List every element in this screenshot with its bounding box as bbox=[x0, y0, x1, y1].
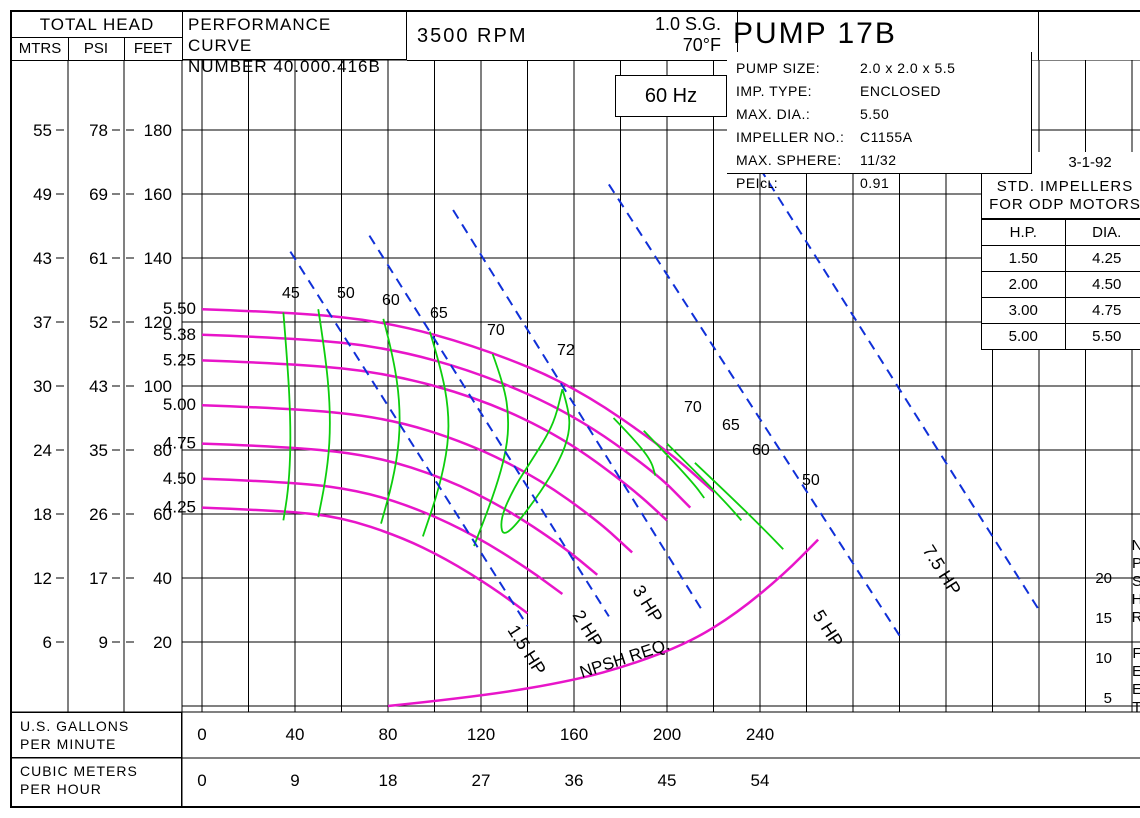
svg-text:4.75: 4.75 bbox=[163, 434, 196, 453]
svg-text:160: 160 bbox=[144, 185, 172, 204]
svg-text:T: T bbox=[1132, 699, 1140, 716]
svg-text:43: 43 bbox=[89, 377, 108, 396]
svg-text:26: 26 bbox=[89, 505, 108, 524]
header-date: 3-1-92 bbox=[1032, 152, 1140, 175]
svg-text:54: 54 bbox=[751, 771, 770, 790]
specs-table: PUMP SIZE:2.0 x 2.0 x 5.5IMP. TYPE:ENCLO… bbox=[733, 56, 958, 196]
svg-text:70: 70 bbox=[684, 399, 702, 416]
svg-text:S: S bbox=[1132, 573, 1140, 590]
svg-text:35: 35 bbox=[89, 441, 108, 460]
svg-text:100: 100 bbox=[144, 377, 172, 396]
svg-text:9: 9 bbox=[290, 771, 299, 790]
svg-text:4.25: 4.25 bbox=[163, 498, 196, 517]
svg-text:50: 50 bbox=[802, 472, 820, 489]
svg-text:55: 55 bbox=[33, 121, 52, 140]
svg-text:1.5 HP: 1.5 HP bbox=[504, 621, 550, 678]
svg-text:18: 18 bbox=[33, 505, 52, 524]
svg-text:20: 20 bbox=[153, 633, 172, 652]
svg-text:50: 50 bbox=[337, 285, 355, 302]
svg-text:H: H bbox=[1132, 591, 1140, 608]
sg-line1: 1.0 S.G. bbox=[612, 14, 721, 35]
svg-text:60: 60 bbox=[382, 292, 400, 309]
svg-text:0: 0 bbox=[197, 725, 206, 744]
header-performance: PERFORMANCE CURVE NUMBER 40.000.416B bbox=[182, 12, 407, 60]
svg-text:60: 60 bbox=[752, 442, 770, 459]
svg-text:200: 200 bbox=[653, 725, 681, 744]
svg-text:E: E bbox=[1132, 663, 1140, 680]
svg-text:24: 24 bbox=[33, 441, 52, 460]
svg-text:E: E bbox=[1132, 681, 1140, 698]
svg-text:12: 12 bbox=[33, 569, 52, 588]
header-sg: 1.0 S.G. 70°F bbox=[612, 12, 727, 60]
header-mtrs: MTRS bbox=[12, 37, 69, 61]
header-specs: PUMP SIZE:2.0 x 2.0 x 5.5IMP. TYPE:ENCLO… bbox=[727, 52, 1032, 174]
pump-curve-document: TOTAL HEAD MTRS PSI FEET PERFORMANCE CUR… bbox=[10, 10, 1140, 808]
svg-text:43: 43 bbox=[33, 249, 52, 268]
svg-text:140: 140 bbox=[144, 249, 172, 268]
svg-text:45: 45 bbox=[658, 771, 677, 790]
svg-text:72: 72 bbox=[557, 342, 575, 359]
svg-text:40: 40 bbox=[153, 569, 172, 588]
svg-text:120: 120 bbox=[467, 725, 495, 744]
svg-text:0: 0 bbox=[197, 771, 206, 790]
svg-text:P: P bbox=[1132, 555, 1140, 572]
svg-text:37: 37 bbox=[33, 313, 52, 332]
svg-text:80: 80 bbox=[379, 725, 398, 744]
svg-text:17: 17 bbox=[89, 569, 108, 588]
impeller-table: STD. IMPELLERS FOR ODP MOTORS H.P.DIA.1.… bbox=[981, 174, 1140, 350]
header-hz: 60 Hz bbox=[615, 75, 727, 117]
svg-text:45: 45 bbox=[282, 285, 300, 302]
svg-text:5 HP: 5 HP bbox=[809, 606, 847, 650]
svg-text:20: 20 bbox=[1095, 570, 1112, 587]
header-psi: PSI bbox=[68, 37, 125, 61]
svg-text:7.5 HP: 7.5 HP bbox=[919, 541, 965, 598]
svg-text:3 HP: 3 HP bbox=[629, 582, 667, 627]
svg-text:18: 18 bbox=[379, 771, 398, 790]
svg-text:5.50: 5.50 bbox=[163, 299, 196, 318]
impeller-title: STD. IMPELLERS FOR ODP MOTORS bbox=[982, 174, 1140, 219]
svg-text:65: 65 bbox=[430, 305, 448, 322]
svg-text:49: 49 bbox=[33, 185, 52, 204]
svg-text:27: 27 bbox=[472, 771, 491, 790]
sg-line2: 70°F bbox=[612, 35, 721, 56]
svg-text:65: 65 bbox=[722, 417, 740, 434]
svg-text:36: 36 bbox=[565, 771, 584, 790]
svg-text:6: 6 bbox=[43, 633, 52, 652]
header-feet: FEET bbox=[124, 37, 183, 61]
svg-text:40: 40 bbox=[286, 725, 305, 744]
svg-text:180: 180 bbox=[144, 121, 172, 140]
svg-text:69: 69 bbox=[89, 185, 108, 204]
svg-text:78: 78 bbox=[89, 121, 108, 140]
svg-text:R: R bbox=[1132, 609, 1140, 626]
svg-text:9: 9 bbox=[99, 633, 108, 652]
svg-text:160: 160 bbox=[560, 725, 588, 744]
svg-text:30: 30 bbox=[33, 377, 52, 396]
svg-text:5.25: 5.25 bbox=[163, 350, 196, 369]
svg-text:5: 5 bbox=[1104, 690, 1112, 707]
svg-text:4.50: 4.50 bbox=[163, 469, 196, 488]
svg-text:10: 10 bbox=[1095, 650, 1112, 667]
svg-text:5.38: 5.38 bbox=[163, 325, 196, 344]
svg-text:N: N bbox=[1132, 537, 1140, 554]
svg-text:70: 70 bbox=[487, 322, 505, 339]
svg-text:15: 15 bbox=[1095, 610, 1112, 627]
impeller-data-table: H.P.DIA.1.504.252.004.503.004.755.005.50 bbox=[982, 219, 1140, 349]
svg-text:5.00: 5.00 bbox=[163, 395, 196, 414]
svg-text:52: 52 bbox=[89, 313, 108, 332]
svg-text:240: 240 bbox=[746, 725, 774, 744]
svg-text:F: F bbox=[1132, 645, 1140, 662]
perf-line1: PERFORMANCE CURVE bbox=[188, 14, 400, 56]
header-total-head: TOTAL HEAD bbox=[12, 12, 183, 38]
svg-text:61: 61 bbox=[89, 249, 108, 268]
